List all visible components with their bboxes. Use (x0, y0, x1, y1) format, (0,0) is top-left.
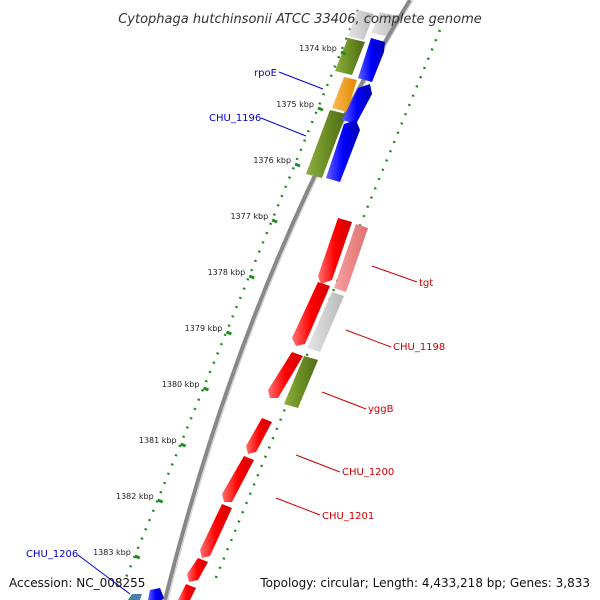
gene-features (128, 10, 398, 600)
map-title: Cytophaga hutchinsonii ATCC 33406, compl… (118, 12, 482, 27)
tick-label: 1376 kbp (253, 156, 291, 165)
gene-arrow (268, 352, 303, 398)
tick-label: 1379 kbp (185, 324, 223, 333)
topology-text: Topology: circular; Length: 4,433,218 bp… (259, 576, 590, 590)
leader-line (275, 497, 321, 516)
accession-text: Accession: NC_008255 (9, 576, 145, 590)
gene-arrow (148, 588, 164, 600)
gene-label-chu-1196: CHU_1196 (209, 113, 261, 124)
gene-arrow (284, 356, 318, 408)
gene-arrow (128, 594, 142, 600)
gene-label-chu-1198: CHU_1198 (393, 342, 445, 353)
leader-line (321, 391, 367, 410)
gene-arrow (371, 12, 398, 36)
left-gene-labels: rpoE CHU_1196 CHU_1206 (26, 68, 324, 595)
gene-arrow (342, 84, 372, 124)
gene-arrow (187, 558, 208, 582)
leader-line (295, 454, 341, 473)
tick-mark (202, 386, 210, 392)
tick-label: 1380 kbp (162, 380, 200, 389)
tick-mark (271, 218, 278, 224)
leader-line (345, 329, 392, 348)
leader-line (278, 71, 324, 90)
gene-arrow (178, 584, 196, 600)
gene-label-chu-1201: CHU_1201 (322, 511, 374, 522)
gene-label-tgt: tgt (419, 278, 433, 289)
tick-label: 1374 kbp (299, 44, 337, 53)
tick-mark (157, 498, 164, 504)
tick-label: 1383 kbp (93, 548, 131, 557)
gene-arrow (246, 418, 272, 454)
tick-mark (340, 50, 347, 56)
genome-backbone (163, 0, 412, 600)
gene-label-rpoe: rpoE (254, 68, 277, 79)
gene-label-chu-1206: CHU_1206 (26, 549, 78, 560)
tick-label: 1378 kbp (208, 268, 246, 277)
gene-arrow (222, 456, 254, 502)
tick-label: 1382 kbp (116, 492, 154, 501)
tick-label: 1377 kbp (230, 212, 268, 221)
leader-line (260, 117, 307, 137)
gene-arrow (326, 120, 360, 182)
gene-arrow (335, 38, 365, 75)
genome-backbone-shadow (167, 0, 414, 600)
tick-mark (225, 330, 232, 336)
gene-arrow (334, 224, 368, 292)
kbp-ticks: 1374 kbp 1375 kbp 1376 kbp 1377 kbp 1378 kbp… (93, 44, 347, 560)
gene-arrow (307, 292, 344, 352)
tick-mark (317, 106, 324, 112)
gene-arrow (358, 38, 385, 82)
gene-arrow (292, 282, 330, 346)
tick-mark (294, 162, 301, 168)
right-gene-labels: tgt CHU_1198 yggB CHU_1200 CHU_1201 (275, 265, 445, 522)
tick-mark (248, 274, 255, 280)
tick-label: 1381 kbp (139, 436, 177, 445)
gene-label-chu-1200: CHU_1200 (342, 467, 394, 478)
tick-mark (134, 554, 141, 560)
gene-arrow (348, 10, 374, 40)
leader-line (371, 265, 418, 283)
gene-label-yggb: yggB (368, 404, 394, 415)
leader-line (77, 554, 131, 595)
gene-arrow (318, 218, 352, 284)
tick-mark (180, 442, 187, 448)
gene-arrow (200, 504, 232, 558)
tick-label: 1375 kbp (276, 100, 314, 109)
gene-arrow (332, 77, 357, 112)
gene-arrow (306, 110, 346, 178)
